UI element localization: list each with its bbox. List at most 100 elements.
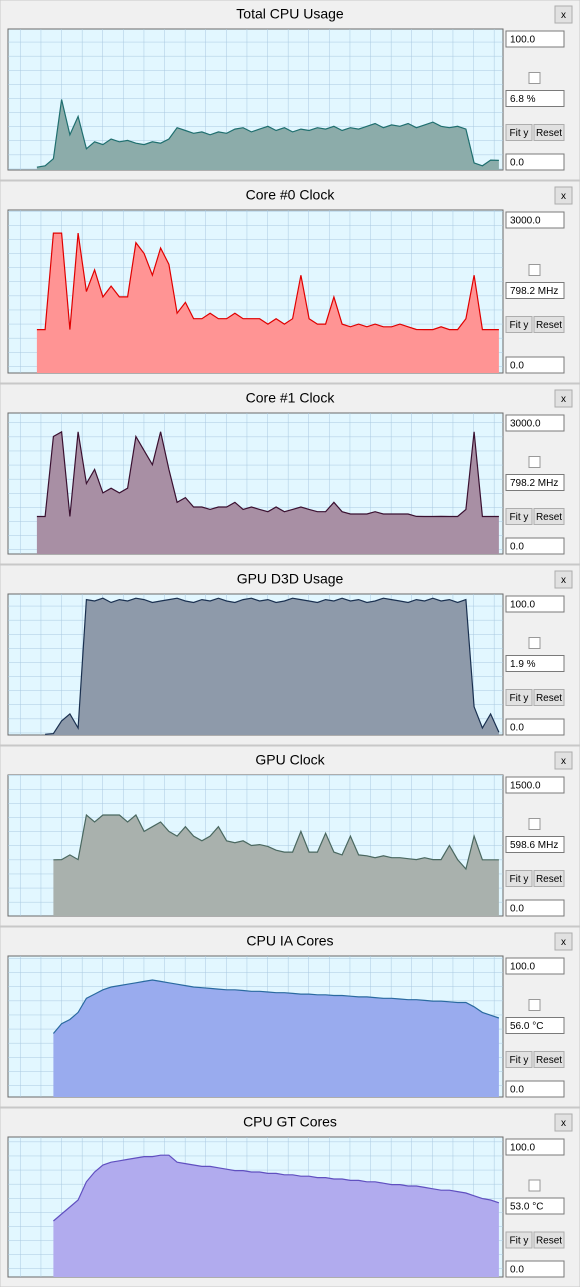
area	[53, 815, 499, 916]
close-button[interactable]	[554, 932, 573, 951]
y-limit-box[interactable]	[505, 776, 565, 794]
area	[45, 598, 499, 735]
reset-button-label: Reset	[536, 512, 562, 523]
fit-y-button[interactable]	[505, 689, 533, 706]
reset-button[interactable]	[533, 124, 565, 141]
area	[36, 431, 499, 554]
checkbox[interactable]	[528, 456, 541, 468]
current-value-box-label: 798.2 MHz	[510, 286, 558, 297]
y-limit-box[interactable]	[505, 30, 565, 48]
area	[53, 980, 499, 1097]
line	[36, 430, 499, 518]
close-button[interactable]	[554, 186, 573, 205]
panel-title: Core #0 Clock	[246, 187, 336, 203]
line	[36, 99, 499, 168]
close-button-label: x	[561, 1118, 566, 1129]
checkbox[interactable]	[528, 637, 541, 649]
y-limit-box-label: 0.0	[510, 723, 524, 734]
y-limit-box[interactable]	[505, 1138, 565, 1156]
reset-button[interactable]	[533, 316, 565, 333]
reset-button[interactable]	[533, 508, 565, 525]
reset-button-label: Reset	[536, 1236, 562, 1247]
y-limit-box[interactable]	[505, 414, 565, 432]
area	[53, 1155, 499, 1277]
y-limit-box[interactable]	[505, 1260, 565, 1278]
y-limit-box-label: 0.0	[510, 1265, 524, 1276]
panel-title: CPU GT Cores	[243, 1114, 337, 1130]
y-limit-box[interactable]	[505, 595, 565, 613]
y-limit-box-label: 0.0	[510, 361, 524, 372]
current-value-box	[505, 836, 565, 853]
reset-button-label: Reset	[536, 874, 562, 885]
current-value-box	[505, 1017, 565, 1034]
fit-y-button[interactable]	[505, 1231, 533, 1249]
reset-button-label: Reset	[536, 320, 562, 331]
checkbox[interactable]	[528, 1179, 541, 1192]
fit-y-button-label: Fit y	[510, 874, 529, 885]
close-button[interactable]	[554, 389, 573, 408]
panel-title: Total CPU Usage	[236, 6, 344, 22]
y-limit-box-label: 100.0	[510, 600, 535, 611]
y-limit-box[interactable]	[505, 899, 565, 917]
y-limit-box[interactable]	[505, 356, 565, 374]
fit-y-button[interactable]	[505, 508, 533, 525]
y-limit-box-label: 3000.0	[510, 419, 541, 430]
reset-button[interactable]	[533, 1231, 565, 1249]
fit-y-button[interactable]	[505, 124, 533, 141]
y-limit-box[interactable]	[505, 957, 565, 975]
fit-y-button-label: Fit y	[510, 1055, 529, 1066]
y-limit-box[interactable]	[505, 537, 565, 555]
checkbox[interactable]	[528, 72, 541, 84]
current-value-box-label: 6.8 %	[510, 94, 536, 105]
line	[53, 813, 499, 871]
close-button-label: x	[561, 575, 566, 586]
checkbox[interactable]	[528, 818, 541, 830]
reset-button[interactable]	[533, 1051, 565, 1068]
current-value-box-label: 53.0 °C	[510, 1202, 543, 1213]
line	[53, 1154, 500, 1222]
checkbox[interactable]	[528, 999, 541, 1011]
close-button-label: x	[561, 394, 566, 405]
current-value-box-label: 798.2 MHz	[510, 478, 558, 489]
close-button[interactable]	[554, 5, 573, 24]
current-value-box	[505, 655, 565, 672]
area	[36, 233, 499, 373]
y-limit-box-label: 1500.0	[510, 781, 541, 792]
reset-button-label: Reset	[536, 128, 562, 139]
line	[36, 232, 499, 331]
fit-y-button-label: Fit y	[510, 128, 529, 139]
y-limit-box-label: 0.0	[510, 1085, 524, 1096]
y-limit-box-label: 3000.0	[510, 216, 541, 227]
y-limit-box[interactable]	[505, 153, 565, 171]
fit-y-button[interactable]	[505, 316, 533, 333]
panel-title: Core #1 Clock	[246, 390, 336, 406]
y-limit-box[interactable]	[505, 211, 565, 229]
fit-y-button[interactable]	[505, 870, 533, 887]
fit-y-button-label: Fit y	[510, 320, 529, 331]
panel-title: CPU IA Cores	[246, 933, 333, 949]
y-limit-box-label: 100.0	[510, 35, 535, 46]
reset-button[interactable]	[533, 870, 565, 887]
current-value-box-label: 1.9 %	[510, 659, 536, 670]
y-limit-box-label: 100.0	[510, 962, 535, 973]
y-limit-box-label: 0.0	[510, 158, 524, 169]
close-button-label: x	[561, 937, 566, 948]
reset-button[interactable]	[533, 689, 565, 706]
checkbox[interactable]	[528, 264, 541, 276]
current-value-box-label: 598.6 MHz	[510, 840, 558, 851]
close-button[interactable]	[554, 751, 573, 770]
reset-button-label: Reset	[536, 693, 562, 704]
line	[52, 979, 500, 1034]
y-limit-box[interactable]	[505, 718, 565, 736]
fit-y-button-label: Fit y	[510, 1236, 529, 1247]
current-value-box-label: 56.0 °C	[510, 1021, 543, 1032]
current-value-box	[505, 282, 565, 299]
close-button[interactable]	[554, 570, 573, 589]
current-value-box	[505, 1197, 565, 1215]
close-button[interactable]	[554, 1113, 573, 1132]
fit-y-button-label: Fit y	[510, 512, 529, 523]
fit-y-button[interactable]	[505, 1051, 533, 1068]
reset-button-label: Reset	[536, 1055, 562, 1066]
y-limit-box[interactable]	[505, 1080, 565, 1098]
